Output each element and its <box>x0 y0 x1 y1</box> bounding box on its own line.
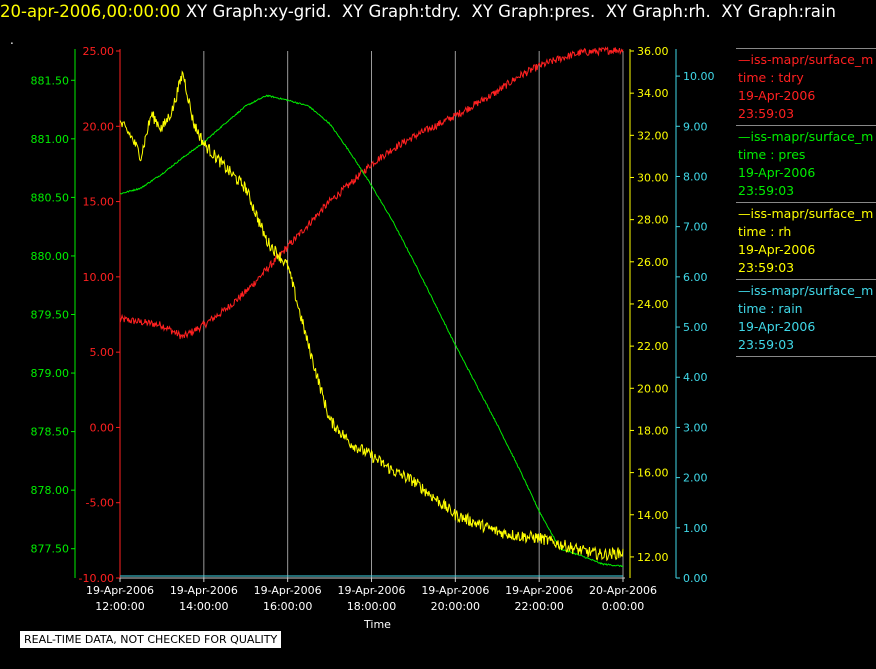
header-graph-title: XY Graph:pres. <box>471 2 606 21</box>
x-tick-label-time: 0:00:00 <box>602 600 644 613</box>
tick-label-tdry: -5.00 <box>86 497 114 510</box>
tick-label-pres: 881.50 <box>31 74 70 87</box>
tick-label-tdry: -10.00 <box>79 572 114 585</box>
legend-field: time : pres <box>738 147 806 162</box>
x-tick-label-time: 14:00:00 <box>179 600 228 613</box>
header-graph-title: XY Graph:rain <box>721 2 836 21</box>
header-title-bar: 20-apr-2006,00:00:00 XY Graph:xy-grid. X… <box>0 2 836 22</box>
tick-label-pres: 881.00 <box>31 133 70 146</box>
x-tick-label-date: 19-Apr-2006 <box>254 584 322 597</box>
tick-label-rh: 20.00 <box>637 382 669 395</box>
header-graph-title: XY Graph:xy-grid. <box>185 2 342 21</box>
tick-label-rh: 34.00 <box>637 87 669 100</box>
tick-label-rh: 18.00 <box>637 424 669 437</box>
legend-source: —iss-mapr/surface_m <box>738 206 874 221</box>
x-tick-label-time: 22:00:00 <box>514 600 563 613</box>
tick-label-tdry: 5.00 <box>90 346 115 359</box>
tick-label-pres: 877.50 <box>31 543 70 556</box>
tick-label-rain: 7.00 <box>683 221 708 234</box>
series-line-tdry <box>119 46 624 340</box>
legend-time: 23:59:03 <box>738 183 795 198</box>
tick-label-rain: 9.00 <box>683 120 708 133</box>
x-tick-label-time: 12:00:00 <box>95 600 144 613</box>
x-tick-label-time: 20:00:00 <box>431 600 480 613</box>
tick-label-rain: 6.00 <box>683 271 708 284</box>
legend-panel: —iss-mapr/surface_m time : tdry 19-Apr-200… <box>736 48 876 357</box>
tick-label-pres: 878.50 <box>31 426 70 439</box>
tick-label-pres: 878.00 <box>31 484 70 497</box>
x-axis-title: Time <box>363 618 391 631</box>
tick-label-rh: 26.00 <box>637 256 669 269</box>
tick-label-rh: 14.00 <box>637 509 669 522</box>
tick-label-rh: 28.00 <box>637 214 669 227</box>
legend-date: 19-Apr-2006 <box>738 319 816 334</box>
legend-source: —iss-mapr/surface_m <box>738 129 874 144</box>
tick-label-rain: 2.00 <box>683 472 708 485</box>
series-line-rh <box>119 70 624 562</box>
header-graph-title: XY Graph:tdry. <box>341 2 472 21</box>
tick-label-pres: 879.50 <box>31 309 70 322</box>
legend-date: 19-Apr-2006 <box>738 165 816 180</box>
dot-marker: . <box>10 33 14 47</box>
legend-source: —iss-mapr/surface_m <box>738 52 874 67</box>
tick-label-rh: 22.00 <box>637 340 669 353</box>
tick-label-rh: 12.00 <box>637 551 669 564</box>
legend-time: 23:59:03 <box>738 337 795 352</box>
header-graph-title: XY Graph:rh. <box>605 2 722 21</box>
tick-label-rh: 30.00 <box>637 171 669 184</box>
disclaimer-label: REAL-TIME DATA, NOT CHECKED FOR QUALITY <box>20 631 282 648</box>
legend-field: time : rain <box>738 301 803 316</box>
tick-label-rh: 32.00 <box>637 129 669 142</box>
legend-date: 19-Apr-2006 <box>738 88 816 103</box>
x-tick-label-date: 19-Apr-2006 <box>505 584 573 597</box>
x-tick-label-date: 19-Apr-2006 <box>421 584 489 597</box>
tick-label-rain: 4.00 <box>683 371 708 384</box>
tick-label-rain: 0.00 <box>683 572 708 585</box>
header-timestamp: 20-apr-2006,00:00:00 <box>0 2 181 21</box>
header-graph-titles: XY Graph:xy-grid. XY Graph:tdry. XY Grap… <box>186 2 836 21</box>
legend-time: 23:59:03 <box>738 106 795 121</box>
tick-label-pres: 880.00 <box>31 250 70 263</box>
x-tick-label-date: 19-Apr-2006 <box>170 584 238 597</box>
tick-label-pres: 880.50 <box>31 191 70 204</box>
tick-label-tdry: 20.00 <box>83 120 115 133</box>
x-tick-label-time: 18:00:00 <box>347 600 396 613</box>
legend-source: —iss-mapr/surface_m <box>738 283 874 298</box>
tick-label-rain: 8.00 <box>683 170 708 183</box>
legend-field: time : rh <box>738 224 792 239</box>
tick-label-tdry: 10.00 <box>83 271 115 284</box>
tick-label-rh: 36.00 <box>637 45 669 58</box>
tick-label-tdry: 15.00 <box>83 196 115 209</box>
x-tick-label-date: 19-Apr-2006 <box>86 584 154 597</box>
x-tick-label-date: 19-Apr-2006 <box>337 584 405 597</box>
legend-field: time : tdry <box>738 70 804 85</box>
tick-label-tdry: 25.00 <box>83 45 115 58</box>
legend-time: 23:59:03 <box>738 260 795 275</box>
tick-label-rain: 1.00 <box>683 522 708 535</box>
tick-label-pres: 879.00 <box>31 367 70 380</box>
tick-label-rain: 3.00 <box>683 421 708 434</box>
tick-label-tdry: 0.00 <box>90 421 115 434</box>
tick-label-rh: 24.00 <box>637 298 669 311</box>
legend-date: 19-Apr-2006 <box>738 242 816 257</box>
tick-label-rain: 10.00 <box>683 70 715 83</box>
tick-label-rh: 16.00 <box>637 467 669 480</box>
x-tick-label-date: 20-Apr-2006 <box>589 584 657 597</box>
tick-label-rain: 5.00 <box>683 321 708 334</box>
x-tick-label-time: 16:00:00 <box>263 600 312 613</box>
